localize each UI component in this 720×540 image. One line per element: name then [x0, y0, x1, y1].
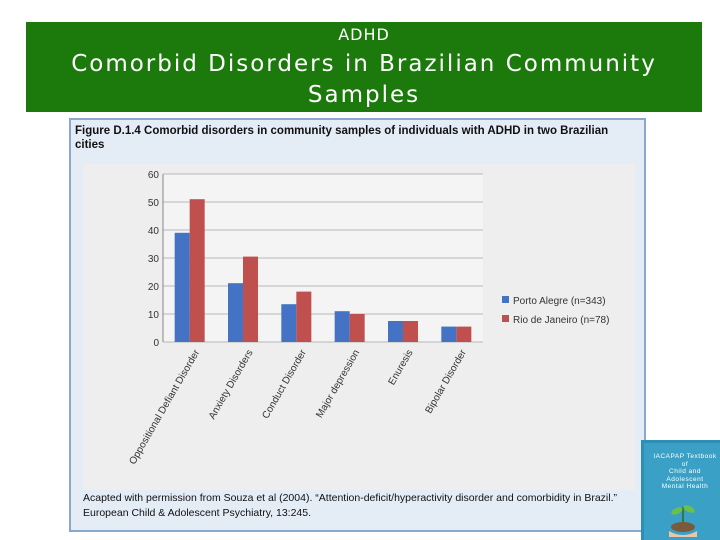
title-banner: ADHD Comorbid Disorders in Brazilian Com… [26, 22, 702, 112]
figure-caption: Figure D.1.4 Comorbid disorders in commu… [75, 125, 609, 151]
y-tick-label: 30 [148, 254, 160, 265]
bar [243, 256, 258, 342]
legend-label: Porto Alegre (n=343) [513, 296, 606, 307]
textbook-title-line: of [681, 460, 689, 468]
textbook-cover-thumbnail: IACAPAP Textbook of Child and Adolescent… [641, 440, 720, 540]
bar [334, 311, 350, 342]
textbook-title-line: Mental Health [661, 483, 709, 490]
plant-in-hand-icon [669, 505, 697, 537]
y-tick-label: 40 [148, 226, 160, 237]
bar [456, 326, 472, 342]
x-tick-label: Bipolar Disorder [424, 347, 470, 415]
y-tick-label: 0 [153, 338, 159, 349]
legend-swatch [502, 296, 509, 303]
plot-area: 0 10 20 30 40 50 60 Oppositional Defiant Disord… [83, 164, 635, 490]
figure-panel: Figure D.1.4 Comorbid disorders in commu… [69, 118, 646, 532]
slide-title: Comorbid Disorders in Brazilian Communit… [71, 51, 657, 108]
y-tick-label: 10 [148, 310, 160, 321]
x-tick-label: Enuresis [387, 348, 416, 387]
bar [388, 321, 403, 342]
bar [174, 232, 190, 342]
slide-kicker: ADHD [338, 25, 390, 44]
bar [349, 314, 365, 342]
bar [281, 304, 297, 342]
legend-swatch [502, 315, 509, 322]
figure-source-citation: Acapted with permission from Souza et al… [83, 492, 617, 519]
bar [296, 291, 312, 342]
x-tick-label: Oppositional Defiant Disorder [127, 347, 202, 466]
bar [403, 321, 418, 342]
textbook-title-line: IACAPAP Textbook [653, 453, 717, 460]
textbook-title-line: Child and Adolescent [666, 468, 704, 483]
x-tick-label: Major depression [314, 348, 362, 420]
bar [441, 326, 457, 342]
y-tick-label: 20 [148, 282, 160, 293]
y-tick-label: 60 [148, 170, 160, 181]
bar [228, 283, 243, 342]
legend-label: Rio de Janeiro (n=78) [513, 315, 609, 326]
textbook-title: IACAPAP Textbook of Child and Adolescent… [650, 453, 720, 491]
y-tick-label: 50 [148, 198, 160, 209]
bar-chart: 0 10 20 30 40 50 60 Oppositional Defiant Disord… [127, 170, 609, 467]
x-tick-label: Anxiety Disorders [207, 348, 256, 421]
bar [189, 199, 205, 342]
x-tick-label: Conduct Disorder [260, 347, 309, 420]
